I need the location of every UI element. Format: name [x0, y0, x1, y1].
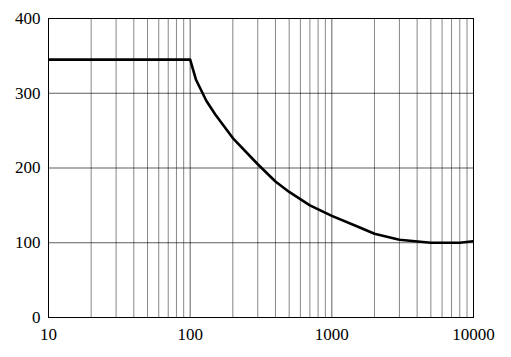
- svg-text:10000: 10000: [452, 325, 495, 344]
- svg-text:400: 400: [15, 9, 41, 28]
- svg-text:100: 100: [177, 325, 203, 344]
- svg-text:1000: 1000: [315, 325, 349, 344]
- svg-text:300: 300: [15, 84, 41, 103]
- svg-text:0: 0: [32, 307, 41, 327]
- svg-text:10: 10: [40, 325, 57, 344]
- svg-text:100: 100: [15, 233, 41, 252]
- svg-text:200: 200: [15, 158, 41, 177]
